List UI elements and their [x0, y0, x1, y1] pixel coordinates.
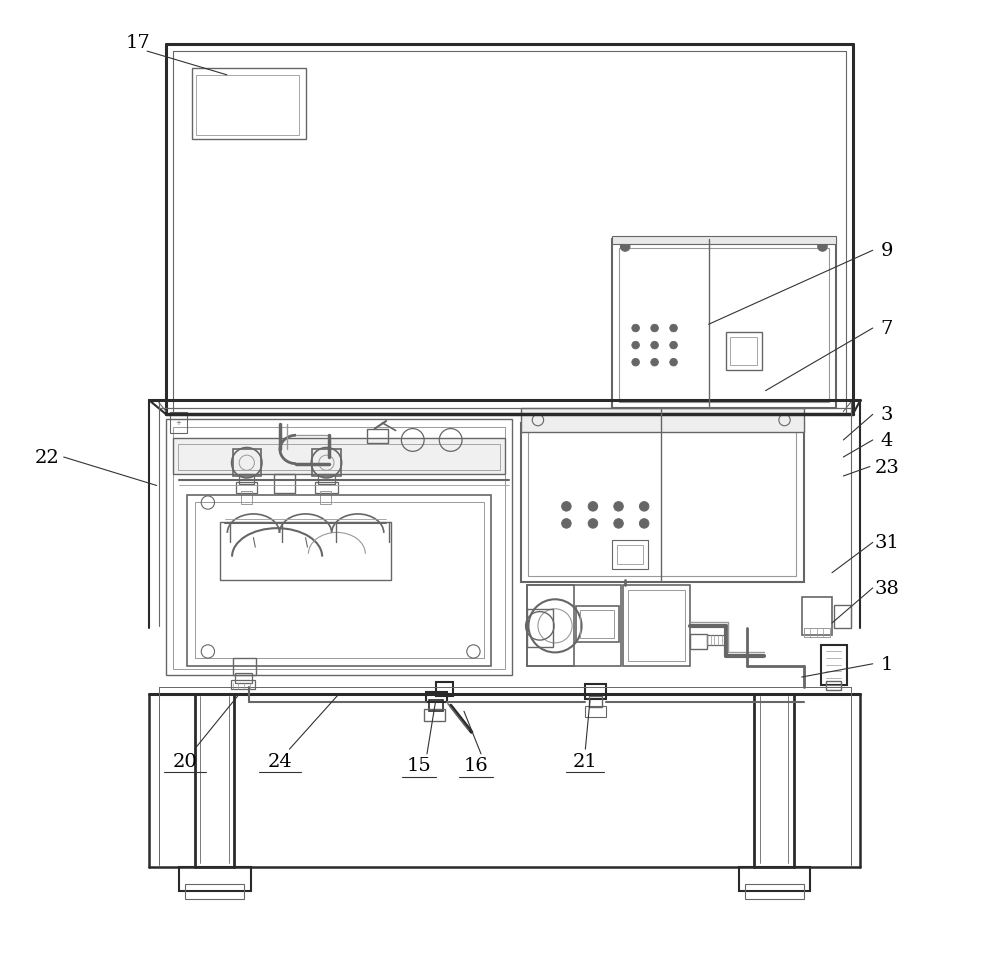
Bar [192, 70, 306, 140]
Bar [730, 337, 757, 366]
Text: 20: 20 [173, 752, 197, 770]
Bar [436, 682, 453, 697]
Bar [173, 438, 505, 475]
Text: 15: 15 [407, 757, 432, 775]
Bar [834, 605, 851, 628]
Bar [826, 681, 841, 691]
Bar [628, 590, 685, 661]
Bar [195, 502, 484, 659]
Bar [315, 482, 338, 494]
Bar [320, 492, 331, 505]
Bar [619, 249, 829, 402]
Bar [589, 697, 602, 708]
Text: 31: 31 [875, 534, 899, 552]
Bar [179, 867, 251, 891]
Bar [236, 482, 257, 494]
Text: +: + [176, 419, 181, 425]
Bar [233, 450, 261, 476]
Circle shape [651, 342, 658, 350]
Bar [802, 598, 832, 636]
Circle shape [588, 502, 598, 512]
Bar [612, 541, 648, 569]
Circle shape [632, 325, 639, 333]
Circle shape [620, 242, 630, 252]
Bar [612, 239, 836, 408]
Bar [528, 432, 796, 576]
Bar [612, 236, 836, 244]
Bar [585, 684, 606, 700]
Bar [235, 674, 252, 683]
Bar [233, 659, 256, 676]
Bar [178, 444, 500, 471]
Bar [231, 680, 255, 690]
Text: 38: 38 [875, 579, 899, 598]
Bar [185, 883, 244, 899]
Bar [521, 423, 804, 582]
Bar [220, 522, 391, 580]
Circle shape [632, 359, 639, 367]
Bar [690, 635, 707, 649]
Bar [239, 475, 254, 484]
Bar [804, 628, 830, 638]
Circle shape [562, 502, 571, 512]
Bar [187, 496, 491, 666]
Bar [274, 475, 295, 494]
Circle shape [670, 359, 677, 367]
Circle shape [614, 502, 623, 512]
Bar [424, 710, 445, 720]
Bar [166, 419, 512, 676]
Text: 7: 7 [881, 319, 893, 337]
Bar [318, 475, 335, 484]
Bar [527, 585, 574, 666]
Text: 3: 3 [881, 406, 893, 424]
Bar [580, 610, 614, 639]
Bar [617, 546, 643, 564]
Text: 9: 9 [881, 242, 893, 260]
Circle shape [670, 325, 677, 333]
Bar [367, 429, 388, 443]
Circle shape [670, 342, 677, 350]
Bar [173, 427, 505, 670]
Bar [821, 645, 847, 685]
Text: 21: 21 [573, 752, 598, 770]
Bar [623, 585, 690, 666]
Circle shape [588, 519, 598, 529]
Text: 23: 23 [875, 458, 899, 476]
Bar [707, 636, 726, 645]
Text: 24: 24 [268, 752, 292, 770]
Text: 1: 1 [881, 655, 893, 673]
Bar [312, 450, 341, 476]
Text: 22: 22 [34, 449, 59, 467]
Bar [585, 706, 606, 718]
Bar [527, 609, 553, 647]
Bar [739, 867, 810, 891]
Circle shape [651, 359, 658, 367]
Bar [429, 700, 443, 712]
Circle shape [562, 519, 571, 529]
Circle shape [632, 342, 639, 350]
Bar [527, 585, 621, 666]
Text: 16: 16 [464, 757, 489, 775]
Circle shape [639, 519, 649, 529]
Bar [196, 75, 299, 135]
Bar [576, 606, 619, 642]
Bar [745, 883, 804, 899]
Circle shape [639, 502, 649, 512]
Text: 17: 17 [125, 33, 150, 51]
Text: 4: 4 [881, 432, 893, 450]
Circle shape [818, 242, 827, 252]
Bar [170, 413, 187, 434]
Bar [241, 492, 252, 505]
Circle shape [614, 519, 623, 529]
Bar [521, 408, 804, 433]
Bar [426, 693, 447, 702]
Circle shape [651, 325, 658, 333]
Bar [726, 333, 762, 371]
